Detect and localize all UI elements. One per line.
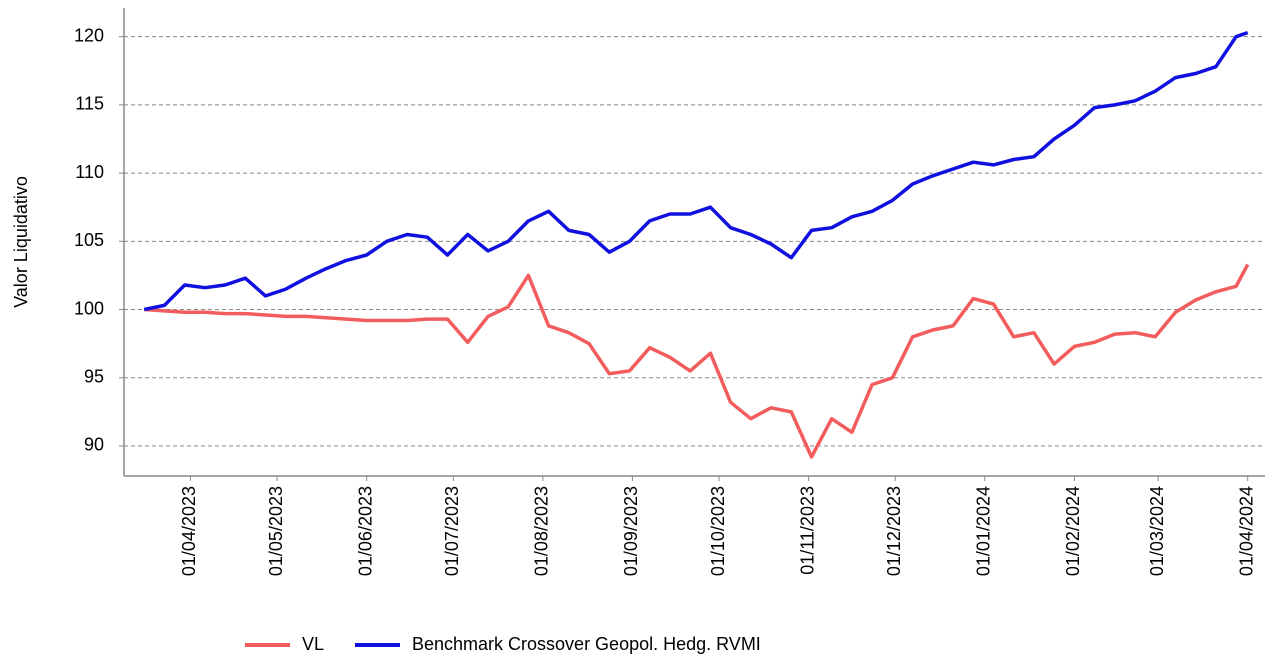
x-tick-label: 01/03/2024: [1147, 486, 1167, 576]
x-tick-label: 01/02/2024: [1063, 486, 1083, 576]
x-tick-label: 01/01/2024: [974, 486, 994, 576]
x-tick-label: 01/11/2023: [797, 486, 817, 575]
x-tick-label: 01/04/2023: [179, 486, 199, 576]
y-axis-label: Valor Liquidativo: [11, 176, 31, 308]
legend-label: VL: [302, 634, 324, 654]
x-tick-label: 01/10/2023: [708, 486, 728, 576]
series-line: [143, 30, 1249, 312]
y-tick-label: 90: [84, 435, 104, 455]
series-line: [144, 263, 1250, 459]
y-tick-label: 110: [75, 162, 104, 182]
x-tick-label: 01/05/2023: [266, 486, 286, 576]
y-tick-label: 115: [75, 94, 104, 114]
y-tick-label: 105: [74, 230, 104, 250]
x-tick-label: 01/04/2024: [1236, 486, 1256, 576]
x-tick-label: 01/08/2023: [532, 486, 552, 576]
x-tick-label: 01/09/2023: [621, 486, 641, 576]
x-tick-label: 01/06/2023: [355, 486, 375, 576]
y-tick-label: 95: [84, 367, 104, 387]
y-tick-label: 120: [74, 25, 104, 45]
x-tick-label: 01/12/2023: [884, 486, 904, 576]
x-tick-label: 01/07/2023: [442, 486, 462, 576]
legend-label: Benchmark Crossover Geopol. Hedg. RVMI: [412, 634, 761, 654]
y-tick-label: 100: [74, 298, 104, 318]
